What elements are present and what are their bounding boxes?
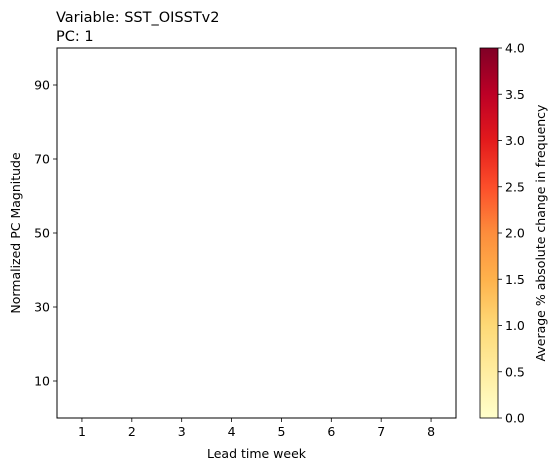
colorbar-tick-label: 2.0 xyxy=(505,226,525,241)
chart-title-variable: Variable: SST_OISSTv2 xyxy=(56,10,219,26)
y-tick-label: 10 xyxy=(34,374,50,389)
y-tick-label: 70 xyxy=(34,152,50,167)
y-axis-ticks: 10 30 50 70 90 xyxy=(34,78,57,389)
x-tick-label: 3 xyxy=(178,424,186,439)
colorbar-tick-label: 3.5 xyxy=(505,87,525,102)
colorbar-tick-label: 1.5 xyxy=(505,272,525,287)
plot-area xyxy=(56,47,457,419)
x-tick-label: 1 xyxy=(78,424,86,439)
colorbar-tick-label: 1.0 xyxy=(505,318,525,333)
colorbar-tick-label: 0.0 xyxy=(505,411,525,426)
x-tick-label: 7 xyxy=(377,424,385,439)
x-axis-label: Lead time week xyxy=(207,446,307,461)
x-tick-label: 2 xyxy=(128,424,136,439)
y-tick-label: 50 xyxy=(34,226,50,241)
colorbar-ticks: 0.0 0.5 1.0 1.5 2.0 2.5 3.0 3.5 4.0 xyxy=(498,41,525,426)
x-tick-label: 8 xyxy=(427,424,435,439)
colorbar-tick-label: 2.5 xyxy=(505,179,525,194)
colorbar-tick-label: 3.0 xyxy=(505,133,525,148)
x-tick-label: 4 xyxy=(228,424,236,439)
colorbar-tick-label: 0.5 xyxy=(505,364,525,379)
colorbar-label: Average % absolute change in frequency xyxy=(533,104,548,362)
colorbar xyxy=(479,47,499,419)
x-axis-ticks: 1 2 3 4 5 6 7 8 xyxy=(78,418,435,439)
y-tick-label: 30 xyxy=(34,300,50,315)
x-tick-label: 5 xyxy=(277,424,285,439)
y-tick-label: 90 xyxy=(34,78,50,93)
chart-title-pc: PC: 1 xyxy=(56,29,94,45)
x-tick-label: 6 xyxy=(327,424,335,439)
colorbar-tick-label: 4.0 xyxy=(505,41,525,56)
y-axis-label: Normalized PC Magnitude xyxy=(8,152,23,314)
